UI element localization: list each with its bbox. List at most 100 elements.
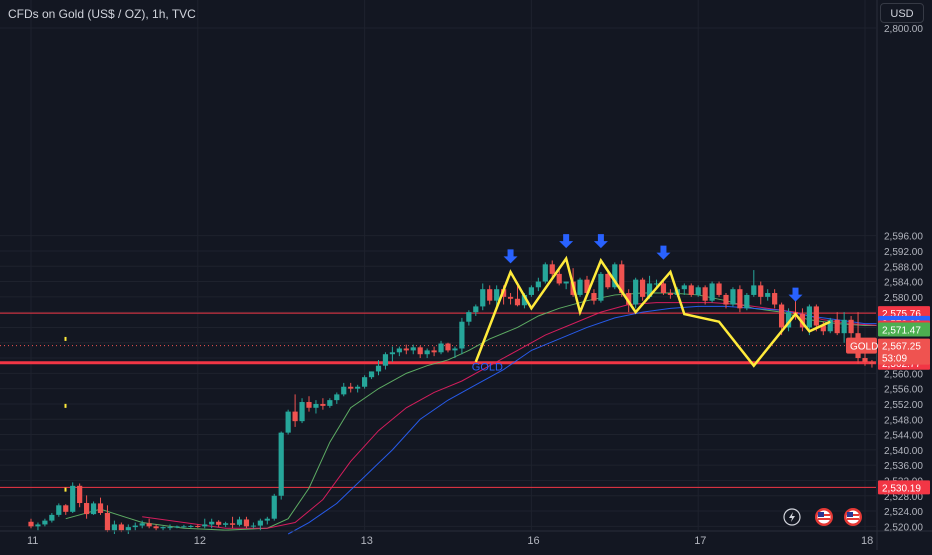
candle-body xyxy=(369,371,374,377)
candle-body xyxy=(195,526,200,527)
candle xyxy=(397,347,402,357)
us-flag-icon[interactable] xyxy=(844,508,862,526)
candle-body xyxy=(835,320,840,333)
candle-body xyxy=(341,387,346,395)
candle-body xyxy=(661,283,666,293)
currency-button[interactable]: USD xyxy=(880,3,924,23)
price-axis[interactable]: 2,800.002,596.002,592.002,588.002,584.00… xyxy=(846,0,932,550)
candle xyxy=(508,293,513,304)
candle xyxy=(418,346,423,358)
candle xyxy=(49,513,54,523)
time-tick-label: 18 xyxy=(861,535,873,547)
candle-body xyxy=(42,521,47,525)
candle-body xyxy=(167,527,172,528)
candle-body xyxy=(452,348,457,350)
candle xyxy=(383,352,388,369)
down-arrow-icon xyxy=(789,288,803,302)
candle-body xyxy=(438,344,443,353)
candle xyxy=(703,285,708,304)
candle xyxy=(70,482,75,513)
candle xyxy=(91,501,96,514)
candle-body xyxy=(56,505,61,515)
candle-body xyxy=(487,289,492,300)
price-tick-label: 2,580.00 xyxy=(884,293,923,304)
candle-body xyxy=(77,486,82,503)
candle-body xyxy=(147,523,152,526)
candle-body xyxy=(689,285,694,295)
candle-body xyxy=(327,400,332,406)
candle-body xyxy=(28,522,33,527)
time-tick-label: 11 xyxy=(27,535,38,547)
candle-body xyxy=(550,264,555,274)
candle xyxy=(772,289,777,308)
candle-body xyxy=(355,387,360,389)
candle-body xyxy=(730,289,735,304)
us-flag-icon[interactable] xyxy=(815,508,833,526)
candle xyxy=(313,400,318,413)
candle xyxy=(487,285,492,304)
candle-body xyxy=(237,519,242,524)
time-axis[interactable]: 1112131617181 xyxy=(0,531,932,547)
candle-body xyxy=(744,295,749,308)
countdown-label: 53:09 xyxy=(882,354,907,365)
price-tick-label: 2,592.00 xyxy=(884,247,923,258)
price-tick-label: 2,540.00 xyxy=(884,446,923,457)
candle xyxy=(348,383,353,393)
down-arrow-icon xyxy=(594,234,608,248)
candle-body xyxy=(160,527,165,528)
candle-body xyxy=(49,515,54,521)
candle xyxy=(466,310,471,325)
candle xyxy=(473,305,478,316)
candle-body xyxy=(397,348,402,352)
candle xyxy=(598,272,603,303)
candle-body xyxy=(668,293,673,295)
candle-body xyxy=(244,519,249,526)
candle xyxy=(167,524,172,530)
horizontal-levels xyxy=(0,313,876,487)
price-tick-label: 2,520.00 xyxy=(884,522,923,533)
candle-body xyxy=(494,289,499,300)
candle xyxy=(751,270,756,297)
candle-body xyxy=(605,274,610,287)
price-tick-label: 2,800.00 xyxy=(884,24,923,35)
price-badge: 2,571.47 xyxy=(882,325,921,336)
candle-body xyxy=(751,285,756,295)
candle xyxy=(362,375,367,388)
candle xyxy=(689,283,694,296)
ma-line xyxy=(288,306,920,534)
candle xyxy=(272,494,277,521)
candle-body xyxy=(696,287,701,295)
candle-body xyxy=(216,522,221,525)
candle-body xyxy=(425,350,430,354)
candle xyxy=(77,484,82,508)
candle-body xyxy=(181,526,186,527)
price-tick-label: 2,536.00 xyxy=(884,461,923,472)
candle-body xyxy=(737,289,742,308)
candle-body xyxy=(529,287,534,295)
candle xyxy=(432,347,437,357)
price-tick-label: 2,584.00 xyxy=(884,278,923,289)
candle-body xyxy=(272,496,277,519)
time-tick-label: 17 xyxy=(694,535,706,547)
candle-body xyxy=(293,412,298,422)
candle-body xyxy=(91,503,96,514)
candle xyxy=(564,282,569,290)
candle-body xyxy=(814,306,819,325)
candle xyxy=(459,318,464,354)
candle xyxy=(425,348,430,358)
marker-dot xyxy=(65,337,67,341)
candle xyxy=(543,262,548,283)
candle-body xyxy=(105,513,110,530)
candle-body xyxy=(383,354,388,365)
candle-body xyxy=(265,519,270,521)
candle-body xyxy=(710,283,715,300)
candle xyxy=(160,526,165,530)
down-arrow-icon xyxy=(504,249,518,263)
candle xyxy=(181,525,186,528)
last-price-label: 2,567.25 xyxy=(882,342,921,353)
candle xyxy=(710,282,715,303)
candle-body xyxy=(411,347,416,350)
candle xyxy=(327,398,332,408)
